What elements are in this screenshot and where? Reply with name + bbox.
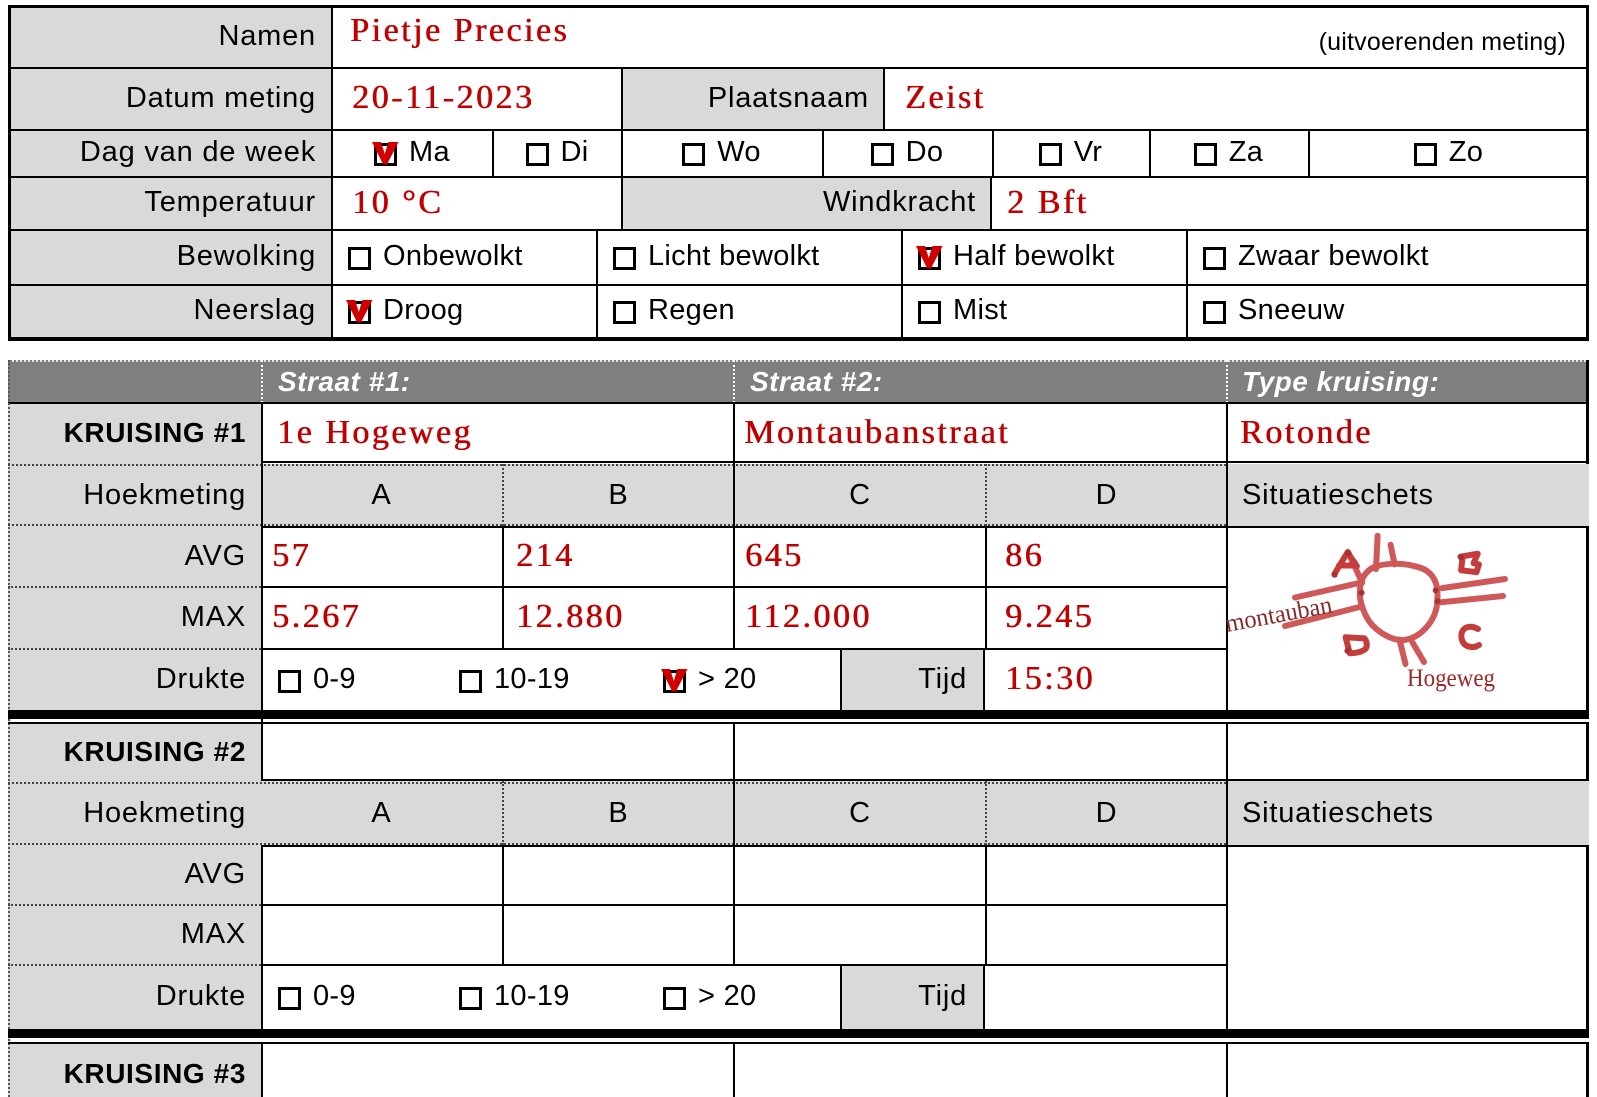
svg-text:Hogeweg: Hogeweg — [1407, 665, 1495, 692]
svg-text:montauban: montauban — [1226, 592, 1335, 638]
